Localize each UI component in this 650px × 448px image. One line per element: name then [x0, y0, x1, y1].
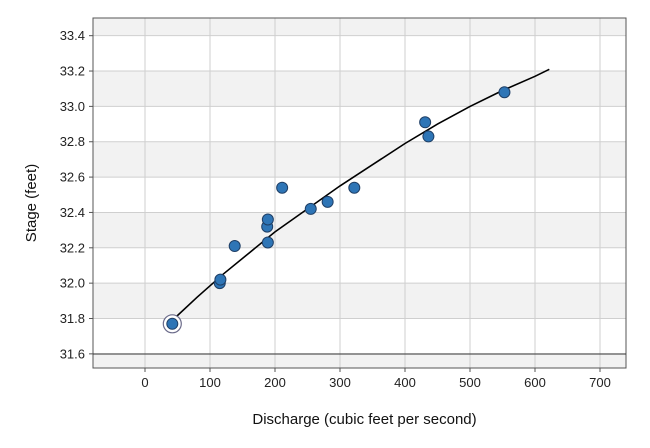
- x-tick-label: 100: [199, 375, 221, 390]
- x-tick-label: 500: [459, 375, 481, 390]
- background-band: [93, 141, 626, 178]
- data-point: [261, 236, 274, 249]
- measurement-points: [162, 86, 511, 334]
- x-tick-label: 700: [589, 375, 611, 390]
- y-tick-label: 32.0: [60, 276, 85, 291]
- y-tick-label: 33.0: [60, 99, 85, 114]
- background-band: [93, 283, 626, 319]
- rating-curve: [173, 68, 550, 320]
- data-point: [261, 213, 274, 226]
- background-bands: [93, 18, 626, 368]
- y-tick-label: 31.8: [60, 311, 85, 326]
- y-tick-label: 32.8: [60, 134, 85, 149]
- y-tick-label: 32.4: [60, 205, 85, 220]
- data-point: [276, 181, 289, 194]
- background-band: [93, 212, 626, 248]
- y-axis-ticks: 31.6 31.8 32.0 32.2 32.4 32.6 32.8 33.0 33.2 33.4: [60, 28, 93, 361]
- data-point: [214, 273, 227, 286]
- data-point: [422, 130, 435, 143]
- background-band: [93, 18, 626, 36]
- data-point: [498, 86, 511, 99]
- data-point: [419, 116, 432, 129]
- y-tick-label: 32.6: [60, 170, 85, 185]
- y-tick-label: 33.2: [60, 64, 85, 79]
- background-band: [93, 71, 626, 107]
- data-point: [228, 240, 241, 253]
- y-tick-label: 32.2: [60, 240, 85, 255]
- data-point: [321, 195, 334, 208]
- plot-area-border: [92, 17, 627, 369]
- fitted-curve-line: [173, 68, 550, 320]
- x-tick-label: 0: [141, 375, 148, 390]
- y-tick-label: 33.4: [60, 28, 85, 43]
- data-point: [304, 202, 317, 215]
- x-tick-label: 300: [329, 375, 351, 390]
- y-tick-label: 31.6: [60, 346, 85, 361]
- data-point: [348, 181, 361, 194]
- x-axis-ticks: 0 100 200 300 400 500 600 700: [141, 368, 611, 390]
- x-tick-label: 600: [524, 375, 546, 390]
- data-point: [166, 317, 179, 330]
- y-axis-title: Stage (feet): [23, 164, 40, 242]
- x-axis-title: Discharge (cubic feet per second): [252, 411, 476, 428]
- background-band: [93, 353, 626, 368]
- x-tick-label: 400: [394, 375, 416, 390]
- x-tick-label: 200: [264, 375, 286, 390]
